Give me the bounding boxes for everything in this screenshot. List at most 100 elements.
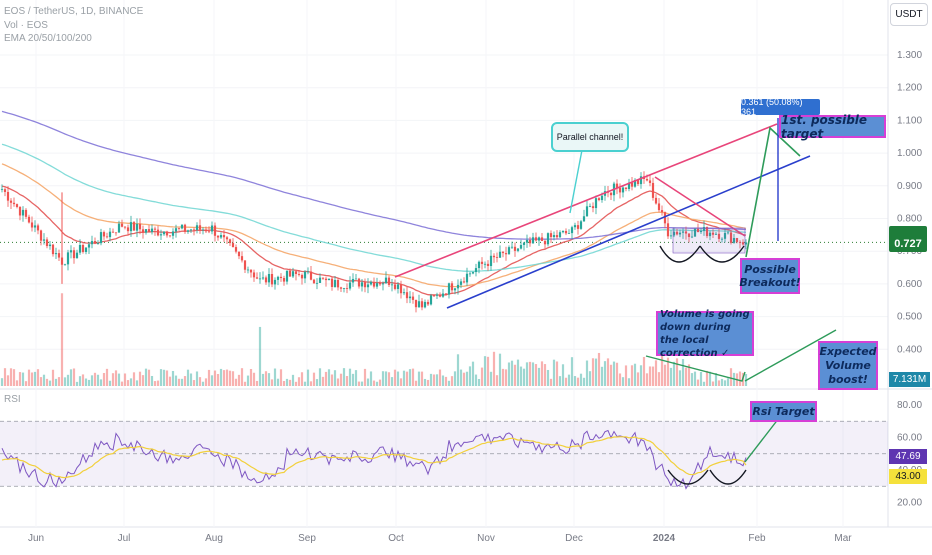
candle-body: [333, 279, 337, 287]
volume-bar: [549, 378, 553, 386]
candle-body: [261, 277, 265, 279]
volume-bar: [240, 368, 244, 386]
volume-legend: Vol · EOS: [4, 20, 48, 31]
time-tick-label: Feb: [748, 533, 766, 544]
symbol-title: EOS / TetherUS, 1D, BINANCE: [4, 6, 144, 17]
time-tick-label: Jun: [28, 533, 44, 544]
rsi-value-tag: 47.69: [889, 449, 927, 464]
volume-bar: [153, 381, 157, 386]
candle-body: [75, 252, 79, 259]
volume-bar: [132, 372, 136, 386]
candle-body: [153, 228, 157, 230]
rsi-ma-value-tag: 43.00: [889, 469, 927, 484]
volume-bar: [333, 370, 337, 386]
candle-body: [549, 233, 553, 238]
candle-body: [30, 222, 34, 228]
target-note-text: 1st. possible target: [781, 112, 868, 141]
candle-body: [624, 187, 628, 189]
volume-bar: [96, 374, 100, 386]
volume-bar: [183, 376, 187, 386]
volume-bar: [414, 380, 418, 386]
candle-body: [12, 202, 16, 205]
candle-body: [564, 230, 568, 234]
candle-body: [84, 247, 88, 252]
volume-note-text: Volume is going down during the local co…: [660, 308, 750, 359]
volume-bar: [429, 373, 433, 386]
candle-body: [561, 230, 565, 233]
candle-body: [288, 270, 292, 277]
candle-body: [231, 243, 235, 248]
expected-volume-text: Expected Volume boost!: [819, 344, 877, 386]
candle-body: [618, 187, 622, 193]
candle-body: [24, 209, 28, 217]
volume-bar: [78, 376, 82, 386]
volume-bar: [66, 374, 70, 386]
last-price-tag: 0.727: [889, 226, 927, 252]
candle-body: [105, 236, 109, 238]
candle-body: [51, 244, 55, 255]
volume-bar: [552, 359, 556, 386]
volume-bar: [264, 371, 268, 386]
volume-bar: [453, 371, 457, 386]
descending-resistance-line: [654, 176, 746, 237]
volume-bar: [189, 373, 193, 386]
candle-body: [123, 226, 127, 228]
volume-bar: [330, 374, 334, 386]
candle-body: [297, 274, 301, 275]
rsi-legend: RSI: [4, 394, 21, 405]
candle-body: [279, 276, 283, 279]
candle-body: [441, 293, 445, 297]
candle-body: [687, 233, 691, 237]
ema-100-line: [1, 143, 747, 272]
candle-body: [522, 242, 526, 245]
candle-body: [249, 269, 253, 273]
volume-bar: [582, 377, 586, 386]
volume-bar: [654, 360, 658, 386]
candle-body: [129, 222, 133, 232]
volume-value: 7.131M: [892, 374, 927, 385]
candle-body: [189, 229, 193, 231]
candle-body: [327, 278, 331, 281]
volume-bar: [336, 378, 340, 386]
candle-body: [120, 223, 124, 227]
candle-body: [459, 281, 463, 285]
candle-body: [72, 250, 76, 259]
volume-bar: [588, 371, 592, 386]
volume-bar: [384, 371, 388, 386]
volume-bar: [111, 373, 115, 386]
ema-legend: EMA 20/50/100/200: [4, 33, 92, 44]
candle-body: [690, 236, 694, 238]
volume-bar: [627, 378, 631, 386]
candle-body: [363, 282, 367, 288]
candle-body: [429, 295, 433, 305]
candle-body: [303, 271, 307, 279]
volume-bar: [423, 378, 427, 386]
candle-body: [210, 225, 214, 232]
candle-body: [78, 245, 82, 253]
volume-bar: [246, 375, 250, 386]
volume-bar: [405, 371, 409, 386]
candle-body: [468, 273, 472, 275]
candle-body: [672, 231, 676, 236]
candle-body: [258, 278, 262, 280]
currency-button[interactable]: USDT: [890, 3, 928, 26]
candle-body: [321, 277, 325, 279]
candle-body: [579, 221, 583, 229]
time-tick-label: Oct: [388, 533, 404, 544]
rsi-tick-label: 80.00: [897, 400, 922, 411]
candle-body: [45, 239, 49, 247]
volume-bar: [387, 372, 391, 386]
candle-body: [183, 224, 187, 232]
volume-bar: [738, 371, 742, 386]
volume-bar: [486, 356, 490, 386]
candle-body: [354, 278, 358, 280]
volume-bar: [363, 368, 367, 386]
candle-body: [645, 178, 649, 181]
volume-bar: [123, 373, 127, 386]
volume-bar: [465, 371, 469, 386]
candle-body: [48, 244, 52, 247]
candle-body: [546, 233, 550, 245]
candle-body: [381, 283, 385, 285]
volume-bar: [636, 372, 640, 386]
candle-body: [609, 192, 613, 196]
